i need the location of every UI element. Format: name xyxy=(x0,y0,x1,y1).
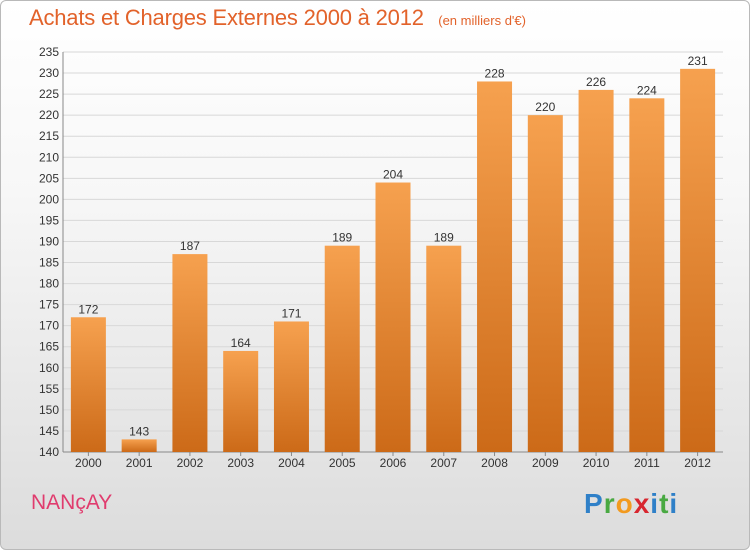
data-label: 228 xyxy=(485,66,505,80)
title-row: Achats et Charges Externes 2000 à 2012 (… xyxy=(29,5,526,31)
bar xyxy=(375,182,411,453)
data-label: 172 xyxy=(78,302,98,316)
y-tick-label: 155 xyxy=(39,382,59,396)
data-label: 187 xyxy=(180,239,200,253)
x-tick-label: 2009 xyxy=(532,456,559,470)
bar xyxy=(273,321,309,452)
chart-title: Achats et Charges Externes 2000 à 2012 xyxy=(29,5,424,30)
x-tick-label: 2010 xyxy=(583,456,610,470)
bar xyxy=(527,115,563,452)
proxiti-logo: Proxiti xyxy=(584,488,678,520)
y-tick-label: 225 xyxy=(39,87,59,101)
data-label: 226 xyxy=(586,75,606,89)
bar-chart: 1401451501551601651701751801851901952002… xyxy=(39,45,723,470)
bar xyxy=(70,317,106,452)
y-tick-label: 170 xyxy=(39,319,59,333)
logo-letter: r xyxy=(603,488,616,519)
x-tick-label: 2001 xyxy=(126,456,153,470)
y-tick-label: 230 xyxy=(39,66,59,80)
data-label: 143 xyxy=(129,424,149,438)
x-tick-label: 2002 xyxy=(177,456,204,470)
y-tick-label: 160 xyxy=(39,361,59,375)
x-tick-label: 2012 xyxy=(684,456,711,470)
y-tick-label: 185 xyxy=(39,256,59,270)
y-tick-label: 235 xyxy=(39,45,59,59)
y-tick-label: 220 xyxy=(39,108,59,122)
y-tick-label: 175 xyxy=(39,298,59,312)
logo-letter: x xyxy=(633,488,651,519)
data-label: 220 xyxy=(535,100,555,114)
data-label: 164 xyxy=(231,336,251,350)
bar xyxy=(324,245,360,452)
data-label: 231 xyxy=(688,54,708,68)
data-label: 171 xyxy=(281,306,301,320)
logo-letter: t xyxy=(659,488,670,519)
y-tick-label: 215 xyxy=(39,129,59,143)
data-label: 189 xyxy=(332,231,352,245)
bar xyxy=(426,245,462,452)
data-label: 224 xyxy=(637,83,657,97)
x-tick-label: 2007 xyxy=(430,456,457,470)
y-tick-label: 180 xyxy=(39,277,59,291)
commune-name: NANçAY xyxy=(31,491,113,514)
data-label: 204 xyxy=(383,168,403,182)
y-tick-label: 195 xyxy=(39,213,59,227)
y-tick-label: 165 xyxy=(39,340,59,354)
data-label: 189 xyxy=(434,231,454,245)
x-tick-label: 2008 xyxy=(481,456,508,470)
x-tick-label: 2003 xyxy=(227,456,254,470)
y-tick-label: 200 xyxy=(39,192,59,206)
bar xyxy=(680,68,716,452)
y-tick-label: 190 xyxy=(39,234,59,248)
x-tick-label: 2005 xyxy=(329,456,356,470)
y-tick-label: 150 xyxy=(39,403,59,417)
y-tick-label: 145 xyxy=(39,424,59,438)
logo-letter: i xyxy=(650,488,660,519)
x-tick-label: 2004 xyxy=(278,456,305,470)
x-tick-label: 2006 xyxy=(380,456,407,470)
bar xyxy=(223,350,259,452)
chart-subtitle: (en milliers d'€) xyxy=(438,13,526,28)
bar xyxy=(121,439,157,452)
y-tick-label: 210 xyxy=(39,150,59,164)
y-tick-label: 205 xyxy=(39,171,59,185)
logo-letter: o xyxy=(615,488,634,519)
y-tick-label: 140 xyxy=(39,445,59,459)
bar xyxy=(578,89,614,452)
bar xyxy=(629,98,665,452)
x-tick-label: 2000 xyxy=(75,456,102,470)
bar xyxy=(477,81,513,452)
bar xyxy=(172,254,208,452)
logo-letter: P xyxy=(584,488,604,519)
x-tick-label: 2011 xyxy=(634,456,660,470)
logo-letter: i xyxy=(669,488,679,519)
